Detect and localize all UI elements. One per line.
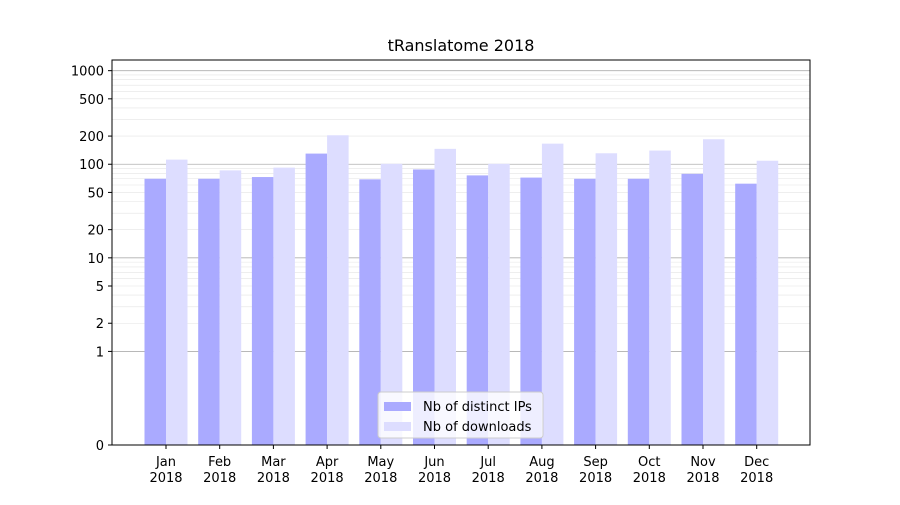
bar-distinct-ips xyxy=(574,178,596,446)
x-tick-label-month: Feb xyxy=(208,455,231,470)
bar-distinct-ips xyxy=(627,178,650,446)
y-tick-label: 10 xyxy=(87,252,104,267)
bar-distinct-ips xyxy=(413,169,435,446)
bar-downloads xyxy=(649,150,671,445)
legend-swatch-downloads xyxy=(384,422,411,431)
y-tick-label: 200 xyxy=(79,130,104,145)
x-tick-label-year: 2018 xyxy=(203,471,236,486)
x-tick-label-month: Oct xyxy=(638,455,660,470)
plot-frame xyxy=(111,59,811,446)
x-tick-label-month: Nov xyxy=(690,455,716,470)
y-tick-label: 1000 xyxy=(71,65,104,80)
x-tick-label-year: 2018 xyxy=(686,471,719,486)
x-tick-label-month: Apr xyxy=(316,455,339,470)
x-tick-label-month: Aug xyxy=(529,455,554,470)
bar-downloads xyxy=(219,170,242,445)
x-tick-label-month: Mar xyxy=(261,455,286,470)
x-tick-label-year: 2018 xyxy=(418,471,451,486)
x-tick-label-year: 2018 xyxy=(472,471,505,486)
bar-distinct-ips xyxy=(144,178,166,446)
x-tick-label-month: Jan xyxy=(155,455,176,470)
y-axis: 0 1 2 5 10 20 50 100 200 500 1000 xyxy=(71,65,112,454)
bar-downloads xyxy=(595,153,618,445)
y-tick-label: 0 xyxy=(96,439,104,454)
legend-swatch-distinct-ips xyxy=(384,402,411,411)
bar-distinct-ips xyxy=(520,177,542,446)
legend-label-downloads: Nb of downloads xyxy=(423,420,532,435)
x-tick-label-month: Jun xyxy=(423,455,444,470)
x-tick-label-year: 2018 xyxy=(525,471,558,486)
x-tick-label-month: Sep xyxy=(583,455,608,470)
x-tick-label-year: 2018 xyxy=(311,471,344,486)
y-tick-label: 500 xyxy=(79,93,104,108)
legend-box xyxy=(377,391,544,439)
chart-title: tRanslatome 2018 xyxy=(388,36,535,55)
bar-downloads xyxy=(273,167,295,445)
bar-downloads xyxy=(488,163,510,445)
x-tick-label-year: 2018 xyxy=(740,471,773,486)
y-tick-label: 5 xyxy=(96,280,104,295)
bar-distinct-ips xyxy=(681,173,703,446)
x-tick-label-year: 2018 xyxy=(633,471,666,486)
bar-downloads xyxy=(434,148,456,445)
bar-downloads xyxy=(541,143,564,445)
bar-distinct-ips xyxy=(305,153,328,446)
bar-downloads xyxy=(380,163,403,445)
bars-layer xyxy=(144,135,779,446)
bar-downloads xyxy=(166,159,188,445)
x-tick-label-month: May xyxy=(367,455,394,470)
bar-distinct-ips xyxy=(251,177,274,446)
bar-downloads xyxy=(703,139,725,445)
legend: Nb of distinct IPs Nb of downloads xyxy=(377,391,544,439)
x-tick-label-year: 2018 xyxy=(149,471,182,486)
bar-distinct-ips xyxy=(466,175,489,445)
bar-downloads xyxy=(756,160,779,446)
bar-downloads xyxy=(327,135,349,445)
y-tick-label: 2 xyxy=(96,317,104,332)
y-tick-label: 100 xyxy=(79,158,104,173)
legend-label-distinct-ips: Nb of distinct IPs xyxy=(423,400,532,415)
bar-distinct-ips xyxy=(359,179,381,445)
bar-distinct-ips xyxy=(735,183,757,445)
x-tick-label-month: Jul xyxy=(479,455,496,470)
x-tick-label-month: Dec xyxy=(744,455,769,470)
bar-distinct-ips xyxy=(198,178,220,446)
x-tick-label-year: 2018 xyxy=(579,471,612,486)
y-tick-label: 20 xyxy=(87,224,104,239)
x-tick-label-year: 2018 xyxy=(364,471,397,486)
x-axis: Jan2018Feb2018Mar2018Apr2018May2018Jun20… xyxy=(149,445,773,486)
x-tick-label-year: 2018 xyxy=(257,471,290,486)
y-tick-label: 50 xyxy=(87,186,104,201)
y-tick-label: 1 xyxy=(96,345,104,360)
